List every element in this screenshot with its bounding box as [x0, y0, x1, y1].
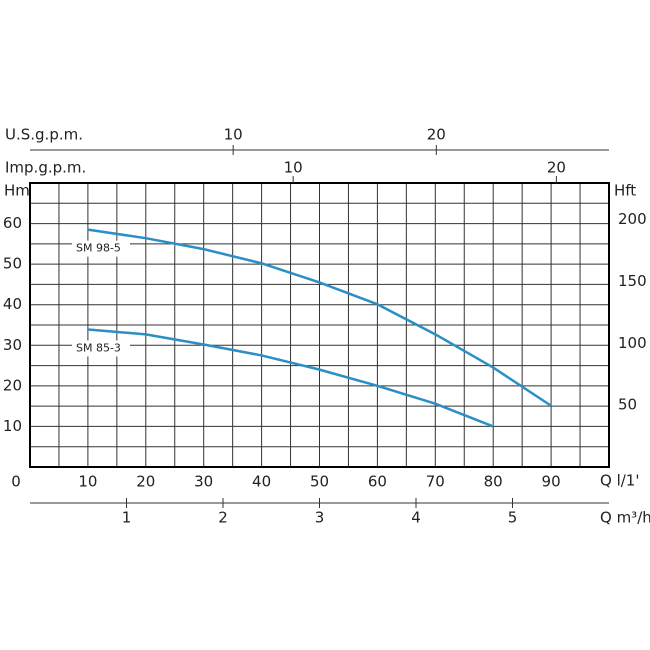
y-tick-label: 20: [3, 376, 22, 394]
y-axis-label: Hm: [4, 182, 30, 200]
y-tick-label: 30: [3, 336, 22, 354]
x-tick-label: 80: [484, 473, 503, 491]
x-tick-label: 10: [78, 473, 97, 491]
series-line: [87, 328, 494, 428]
x-tick-label: 40: [252, 473, 271, 491]
y2-axis-label: Hft: [614, 182, 636, 200]
x-tick-label: 30: [194, 473, 213, 491]
y2-tick-label: 100: [618, 334, 647, 352]
tick-label: 10: [224, 126, 243, 144]
plot-frame: [29, 182, 610, 468]
x-tick-label: 90: [542, 473, 561, 491]
x-tick-label: 60: [368, 473, 387, 491]
x-tick-label: 70: [426, 473, 445, 491]
x-axis-label: Q l/1': [600, 472, 639, 490]
tick-label: 20: [547, 159, 566, 177]
series-label: SM 98-5: [76, 242, 121, 255]
series-label: SM 85-3: [76, 341, 121, 354]
y2-tick-label: 200: [618, 210, 647, 228]
y-tick-label: 10: [3, 417, 22, 435]
y2-tick-label: 50: [618, 396, 637, 414]
axis-label: Q m³/h: [600, 509, 650, 527]
tick-label: 5: [508, 509, 518, 527]
label-bg: [72, 340, 130, 357]
y-tick-label: 50: [3, 255, 22, 273]
y-tick-label: 60: [3, 214, 22, 232]
axis-label: U.S.g.p.m.: [5, 126, 83, 144]
x-tick-label: 50: [310, 473, 329, 491]
tick-label: 20: [427, 126, 446, 144]
series-line: [87, 228, 552, 407]
tick-label: 4: [411, 509, 421, 527]
y2-tick-label: 150: [618, 272, 647, 290]
axis-label: Imp.g.p.m.: [5, 159, 86, 177]
tick-label: 2: [218, 509, 228, 527]
x-tick-label: 20: [136, 473, 155, 491]
tick-label: 3: [315, 509, 325, 527]
tick-label: 10: [284, 159, 303, 177]
x-tick-label: 0: [11, 473, 21, 491]
label-bg: [72, 240, 130, 257]
y-tick-label: 40: [3, 295, 22, 313]
tick-label: 1: [122, 509, 132, 527]
